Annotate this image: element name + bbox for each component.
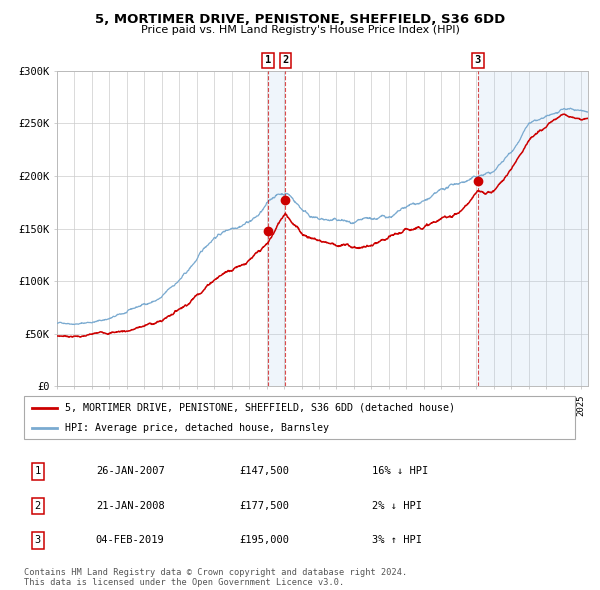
Text: £195,000: £195,000 [239,536,289,545]
Text: 5, MORTIMER DRIVE, PENISTONE, SHEFFIELD, S36 6DD (detached house): 5, MORTIMER DRIVE, PENISTONE, SHEFFIELD,… [65,403,455,412]
Text: HPI: Average price, detached house, Barnsley: HPI: Average price, detached house, Barn… [65,424,329,434]
Text: 21-JAN-2008: 21-JAN-2008 [96,501,164,511]
Text: 26-JAN-2007: 26-JAN-2007 [96,467,164,476]
Text: 2: 2 [35,501,41,511]
Text: 2: 2 [282,55,289,65]
Text: 1: 1 [35,467,41,476]
Text: 3: 3 [475,55,481,65]
Text: 16% ↓ HPI: 16% ↓ HPI [372,467,428,476]
Text: £147,500: £147,500 [239,467,289,476]
Text: £177,500: £177,500 [239,501,289,511]
Text: 3% ↑ HPI: 3% ↑ HPI [372,536,422,545]
Text: 04-FEB-2019: 04-FEB-2019 [96,536,164,545]
Text: Contains HM Land Registry data © Crown copyright and database right 2024.
This d: Contains HM Land Registry data © Crown c… [24,568,407,587]
Bar [478,71,590,386]
FancyBboxPatch shape [24,396,575,439]
Bar [268,71,285,386]
Text: 5, MORTIMER DRIVE, PENISTONE, SHEFFIELD, S36 6DD: 5, MORTIMER DRIVE, PENISTONE, SHEFFIELD,… [95,13,505,26]
Text: 3: 3 [35,536,41,545]
Text: 2% ↓ HPI: 2% ↓ HPI [372,501,422,511]
Text: Price paid vs. HM Land Registry's House Price Index (HPI): Price paid vs. HM Land Registry's House … [140,25,460,35]
Text: 1: 1 [265,55,271,65]
